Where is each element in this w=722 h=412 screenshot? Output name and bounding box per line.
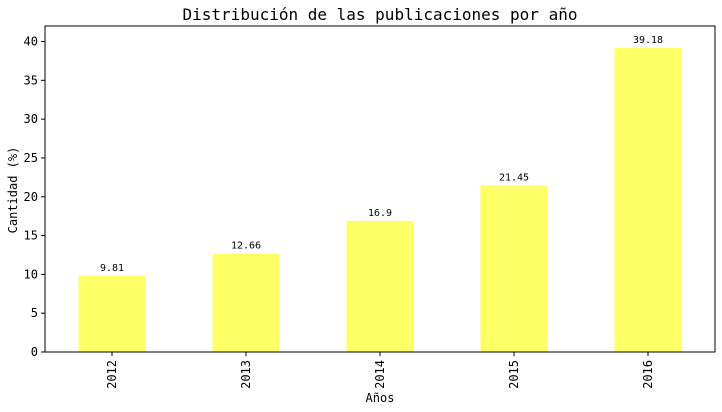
y-tick-label-35: 35 <box>24 73 38 87</box>
x-axis-label: Años <box>366 391 395 405</box>
plot-area: 9.81 12.66 16.9 21.45 39.18 0 5 10 15 20 25 30 35 40 2… <box>24 25 716 389</box>
bar-2016 <box>614 47 682 352</box>
bar-2015 <box>480 185 548 352</box>
y-tick-label-0: 0 <box>31 345 38 359</box>
x-tick-label-2014: 2014 <box>373 360 387 389</box>
bar-2013 <box>212 253 280 352</box>
bar-2014 <box>346 220 414 352</box>
y-tick-label-15: 15 <box>24 229 38 243</box>
data-label-2012: 9.81 <box>100 263 124 274</box>
x-tick-label-2016: 2016 <box>641 360 655 389</box>
y-tick-label-5: 5 <box>31 306 38 320</box>
data-label-2015: 21.45 <box>499 173 529 184</box>
y-tick-label-25: 25 <box>24 151 38 165</box>
x-tick-label-2013: 2013 <box>239 360 253 389</box>
x-tick-label-2012: 2012 <box>105 360 119 389</box>
y-tick-label-30: 30 <box>24 112 38 126</box>
data-label-2013: 12.66 <box>231 241 261 252</box>
y-tick-label-20: 20 <box>24 190 38 204</box>
x-tick-label-2015: 2015 <box>507 360 521 389</box>
chart-title: Distribución de las publicaciones por añ… <box>183 5 578 24</box>
bar-2012 <box>78 275 146 352</box>
y-axis-label: Cantidad (%) <box>6 147 20 234</box>
y-tick-label-40: 40 <box>24 35 38 49</box>
data-label-2014: 16.9 <box>368 208 392 219</box>
y-tick-label-10: 10 <box>24 267 38 281</box>
data-label-2016: 39.18 <box>633 35 663 46</box>
